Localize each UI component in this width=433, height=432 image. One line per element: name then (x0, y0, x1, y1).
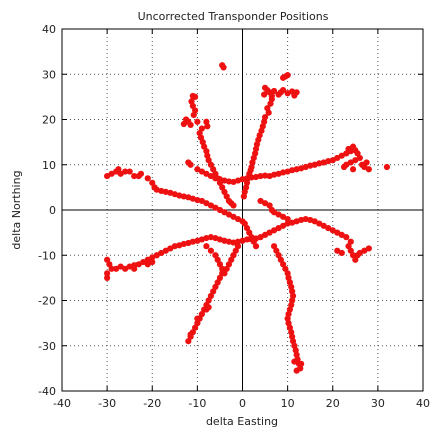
x-tick-label: -10 (188, 397, 206, 410)
data-point (230, 202, 237, 209)
data-point (137, 170, 145, 177)
data-point (270, 87, 278, 95)
data-point (365, 245, 372, 252)
y-tick-label: -30 (38, 340, 56, 353)
y-tick-label: -20 (38, 295, 56, 308)
data-point (205, 304, 212, 311)
data-point (291, 358, 298, 365)
data-point (122, 168, 129, 175)
data-point (252, 243, 260, 250)
data-point (340, 163, 348, 171)
data-point (185, 338, 192, 345)
y-axis-ticks: 40 30 20 10 0 -10 -20 -30 -40 (38, 23, 423, 398)
zero-lines (62, 29, 423, 391)
y-tick-label: 10 (42, 159, 56, 172)
data-point (220, 64, 227, 71)
y-tick-label: -40 (38, 385, 56, 398)
data-point (108, 265, 115, 272)
data-point (240, 193, 247, 200)
data-point (363, 159, 370, 166)
data-point (221, 270, 228, 277)
data-point (187, 331, 194, 338)
data-point (261, 91, 268, 98)
data-point (180, 120, 187, 128)
x-axis-label: delta Easting (206, 415, 278, 428)
data-point (204, 123, 211, 130)
x-tick-label: -30 (98, 397, 116, 410)
data-point (365, 166, 372, 173)
data-point (284, 72, 291, 79)
data-points (104, 62, 390, 374)
data-point (343, 234, 350, 241)
data-point (144, 175, 151, 182)
y-tick-label: 0 (49, 204, 56, 217)
x-tick-label: -40 (53, 397, 71, 410)
data-point (261, 172, 269, 179)
data-point (265, 109, 272, 116)
data-point (293, 367, 300, 374)
x-tick-label: 30 (371, 397, 385, 410)
y-tick-label: 30 (42, 68, 56, 81)
y-tick-label: 40 (42, 23, 56, 36)
data-point (194, 118, 201, 125)
data-point (131, 172, 138, 180)
data-point (298, 360, 305, 367)
data-point (345, 145, 352, 153)
data-point (192, 93, 199, 100)
data-point (190, 111, 197, 119)
data-point (338, 249, 345, 257)
data-point (291, 92, 298, 99)
data-point (207, 247, 215, 254)
data-point (225, 178, 233, 185)
data-point (131, 265, 138, 272)
x-tick-label: 10 (281, 397, 295, 410)
chart-title: Uncorrected Transponder Positions (138, 10, 329, 23)
data-point (104, 270, 111, 277)
x-tick-label: 20 (326, 397, 340, 410)
x-tick-label: -20 (143, 397, 161, 410)
y-axis-label: delta Northing (10, 170, 23, 249)
data-point (248, 174, 255, 181)
data-point (104, 274, 111, 281)
data-point (280, 74, 287, 81)
data-point (257, 172, 264, 180)
data-point (203, 243, 210, 250)
data-point (187, 161, 194, 168)
data-point (194, 315, 201, 322)
y-tick-label: 20 (42, 114, 56, 127)
data-point (383, 163, 390, 171)
data-point (267, 100, 274, 107)
y-tick-label: -10 (38, 249, 56, 262)
data-point (126, 168, 133, 175)
data-point (349, 166, 357, 173)
data-point (280, 86, 287, 94)
data-point (187, 121, 194, 129)
data-point (284, 215, 291, 223)
data-point (144, 261, 151, 268)
x-axis-ticks: -40 -30 -20 -10 0 10 20 30 40 (53, 29, 430, 410)
x-tick-label: 40 (416, 397, 430, 410)
x-tick-label: 0 (239, 397, 246, 410)
